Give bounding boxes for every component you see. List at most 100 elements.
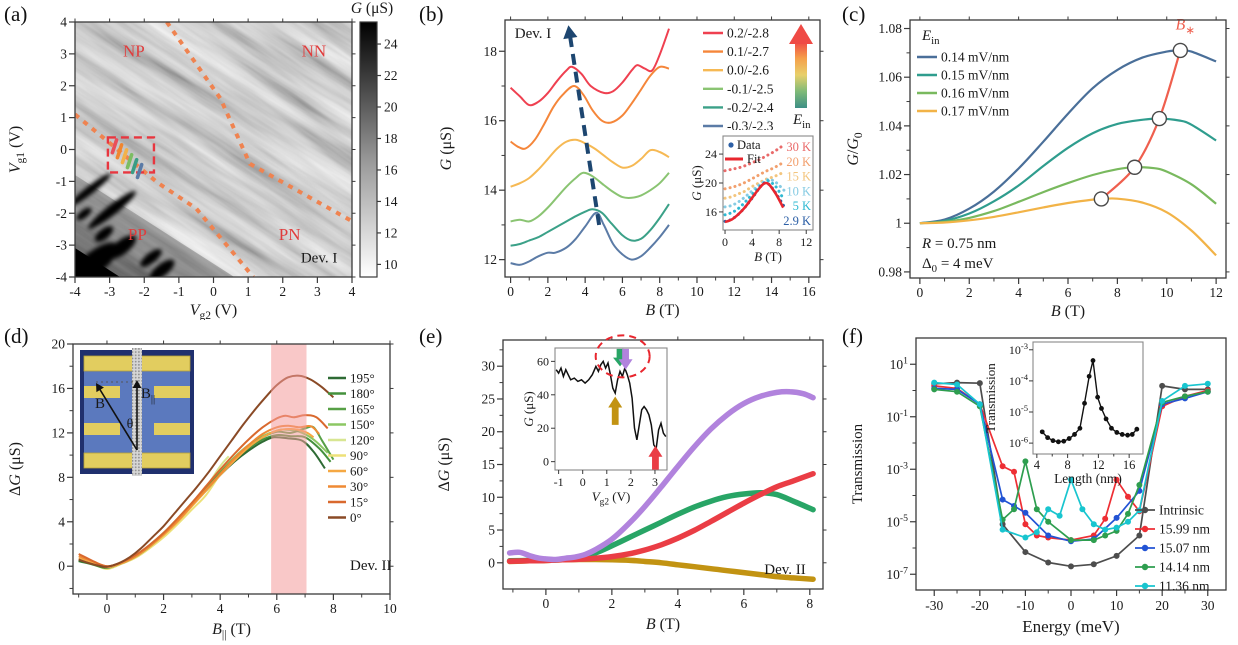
legend-label: 0.1/-2.7 [727, 44, 769, 59]
series--0.3/-2.3 [510, 211, 670, 266]
x-tick-label: 0 [543, 596, 550, 611]
inset-x-tick-label: 3 [652, 475, 658, 489]
inset-x-tick-label: 8 [776, 235, 782, 249]
legend-label: 0° [350, 510, 362, 525]
x-tick-label: 4 [674, 596, 681, 611]
b-arrow-head [96, 383, 104, 393]
inset-marker [1125, 432, 1131, 438]
y-tick-label: 20 [482, 424, 496, 439]
inset-marker [1072, 432, 1077, 437]
legend-label: 165° [350, 402, 375, 417]
chart-c: B∗ 0 2 4 6 8 10 12 0.98 1 1.02 1.04 1.06 1.08 B (T) G/G… [845, 16, 1230, 320]
x-tick-label: 3 [314, 284, 321, 299]
series-marker-15.99 nm [1022, 521, 1029, 528]
x-tick-label: 6 [273, 601, 280, 616]
phase-boundary [75, 112, 255, 277]
trend-arrow-line [568, 36, 602, 226]
legend-label: 0.2/-2.8 [727, 26, 769, 41]
y-tick-label: 4 [60, 15, 67, 30]
gate-right-upper [154, 386, 190, 398]
colorbar [359, 21, 378, 278]
series-marker-14.14 nm [1022, 458, 1029, 465]
inset-series-30 K [723, 143, 786, 173]
series-marker-11.36 nm [999, 526, 1006, 533]
temp-label: 5 K [793, 199, 811, 213]
series-green [506, 489, 816, 564]
x-tick-label: 1 [245, 284, 252, 299]
y-tick-label: -4 [56, 270, 67, 285]
series-0.2/-2.8 [509, 28, 670, 107]
inset-y-tick-label: 10-3 [1009, 341, 1028, 357]
series--0.2/-2.4 [510, 203, 670, 247]
series-marker-Intrinsic [1022, 549, 1029, 556]
inset-y-tick-label: 20 [705, 176, 717, 190]
y-tick-label: 2 [60, 78, 67, 93]
inset-x-tick-label: 4 [1034, 458, 1041, 472]
panel-b: (b) 0 2 4 6 8 10 12 14 16 12 14 16 18 B (T) G (μS) Dev.… [415, 0, 838, 320]
series-marker-11.36 nm [1204, 380, 1211, 387]
legend-label: 150° [350, 417, 375, 432]
legend-label: 0.14 mV/nm [941, 50, 1010, 65]
device-schematic: B B|| θ [80, 348, 194, 476]
x-tick-label: -1 [173, 284, 184, 299]
x-tick-label: -4 [69, 284, 80, 299]
series-marker-11.36 nm [954, 381, 961, 388]
inset-bg [715, 130, 819, 262]
series-marker-15.07 nm [999, 496, 1006, 503]
x-tick-label: -3 [104, 284, 115, 299]
series-marker-14.14 nm [1136, 482, 1143, 489]
bstar-circle [1172, 42, 1189, 59]
inset-x-label: Length (nm) [1054, 471, 1122, 486]
y-tick-label: -2 [56, 206, 67, 221]
x-tick-label: -10 [1016, 598, 1034, 613]
inset-x-label: B (T) [754, 249, 782, 264]
series-marker-11.36 nm [931, 379, 938, 386]
inset-marker [1099, 406, 1104, 411]
inset-marker [1134, 426, 1140, 432]
legend-label: 15° [350, 495, 368, 510]
panel-c: (c) B∗ 0 2 4 6 8 10 12 0.98 1 1.02 1.04 1.06 1.08 B (T… [838, 0, 1238, 320]
panel-e: (e) 0 2 4 6 8 0 5 10 15 20 25 30 B (T) ΔG (μS) Dev. II… [415, 322, 838, 645]
inset-y-label: G (μS) [689, 165, 704, 201]
inset-marker [1129, 432, 1135, 437]
legend-label: 180° [350, 386, 375, 401]
colorbar-tick-label: 14 [384, 194, 398, 209]
heatmap-streaks [75, 22, 352, 277]
y-tick-label: 15 [482, 457, 496, 472]
inset-y-tick-label: 10-6 [1009, 434, 1029, 450]
panel-label-c: (c) [842, 2, 866, 26]
series-marker-14.14 nm [1181, 393, 1188, 400]
region-label: PN [279, 225, 301, 244]
series-marker-15.07 nm [1045, 532, 1052, 539]
blob [75, 173, 111, 207]
y-axis-label: Transmission [850, 423, 866, 504]
series-marker-15.99 nm [999, 463, 1006, 470]
panel-d: (d) 0 2 4 6 8 10 0 4 8 12 16 20 B|| (T) ΔG (μS) 195° 18… [0, 322, 412, 645]
bstar-circle [1126, 159, 1143, 175]
legend-title: Ein [921, 28, 940, 47]
inset-legend-label: Data [737, 138, 761, 152]
series-marker-14.14 nm [1011, 506, 1018, 513]
y-axis-label: ΔG (μS) [7, 442, 24, 496]
series-marker-11.36 nm [1090, 521, 1097, 528]
blob [88, 191, 136, 229]
series-marker-11.36 nm [1102, 526, 1109, 533]
bstar-circle [1093, 191, 1110, 207]
gate-mark [110, 138, 119, 155]
series-marker-11.36 nm [1033, 529, 1040, 536]
inset-y-tick-label: 10-4 [1009, 372, 1029, 388]
y-tick-label: 25 [482, 391, 496, 406]
plot-frame [504, 19, 821, 278]
temp-label: 10 K [786, 184, 811, 198]
streak-texture [75, 22, 352, 277]
series-marker-Intrinsic [1068, 563, 1074, 570]
inset-marker [1077, 425, 1083, 431]
colorbar-tick-label: 24 [384, 37, 398, 52]
bpar-label: B|| [141, 386, 155, 405]
panel-label-b: (b) [419, 2, 444, 26]
panel-label-d: (d) [4, 324, 29, 348]
panel-label-a: (a) [4, 2, 28, 26]
trend-arrow-head [563, 25, 578, 40]
x-axis-label: Energy (meV) [1022, 617, 1119, 636]
